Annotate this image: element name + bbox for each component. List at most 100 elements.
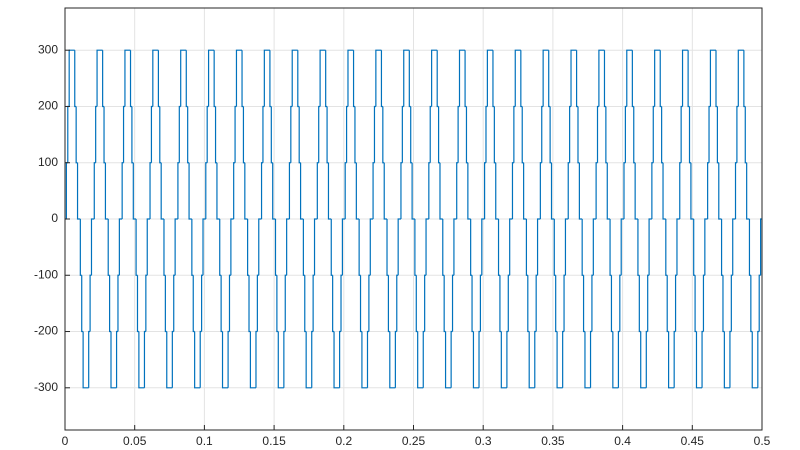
line-step (228, 274, 231, 332)
line-step (521, 106, 524, 164)
line-step (425, 218, 429, 276)
line-step (605, 106, 608, 164)
y-tick-label: -200 (34, 324, 58, 338)
line-step (375, 49, 382, 107)
line-step (523, 162, 527, 220)
line-step (146, 218, 151, 276)
line-step (256, 274, 259, 332)
line-step (387, 275, 390, 333)
line-step (633, 106, 636, 164)
line-step (277, 331, 284, 389)
line-step (542, 49, 549, 107)
line-step (514, 49, 521, 107)
line-step (138, 331, 145, 389)
line-step (411, 162, 415, 220)
line-step (166, 331, 173, 389)
line-step (396, 274, 399, 332)
line-step (513, 105, 516, 163)
line-step (159, 106, 162, 164)
line-step (744, 106, 747, 164)
line-step (535, 274, 538, 332)
line-step (555, 275, 558, 333)
line-step (556, 331, 563, 389)
line-step (230, 218, 234, 276)
line-step (178, 105, 181, 163)
line-step (318, 105, 321, 163)
line-step (722, 275, 725, 333)
line-step (359, 275, 362, 333)
line-step (270, 106, 273, 164)
line-step (709, 49, 716, 107)
line-step (681, 49, 689, 107)
line-step (333, 331, 340, 389)
x-tick-label: 0.1 (196, 434, 213, 448)
line-step (262, 105, 265, 163)
line-step (242, 106, 245, 164)
line-step (676, 218, 680, 276)
line-step (221, 331, 229, 389)
x-tick-label: 0 (62, 434, 69, 448)
line-step (751, 331, 758, 389)
line-step (472, 331, 480, 389)
line-step (286, 218, 290, 276)
line-step (708, 105, 711, 163)
line-step (638, 275, 641, 333)
line-step (736, 105, 739, 163)
line-step (290, 105, 293, 163)
line-step (458, 49, 466, 107)
tick-labels: 0 0.05 0.1 0.15 0.2 0.25 0.3 0.35 0.4 0.45 0.5 -300… (34, 42, 771, 448)
line-step (173, 274, 176, 332)
y-tick-label: 200 (38, 99, 58, 113)
line-step (187, 106, 190, 164)
x-tick-label: 0.2 (335, 434, 352, 448)
line-step (485, 105, 488, 163)
line-step (291, 49, 298, 107)
line-step (248, 275, 251, 333)
line-step (122, 105, 125, 163)
line-step (758, 274, 761, 332)
line-step (304, 275, 307, 333)
line-step (596, 105, 599, 163)
line-step (652, 105, 655, 163)
line-step (626, 49, 633, 107)
line-step (361, 331, 368, 389)
line-step (690, 162, 694, 220)
line-step (582, 275, 585, 333)
line-step (527, 275, 530, 333)
line-step (103, 106, 106, 164)
line-step (500, 331, 507, 389)
line-step (202, 218, 206, 276)
line-step (661, 106, 664, 164)
line-step (258, 218, 262, 276)
line-step (550, 162, 555, 220)
line-step (298, 106, 301, 164)
line-step (620, 218, 624, 276)
x-tick-label: 0.3 (475, 434, 492, 448)
line-step (131, 106, 134, 164)
line-step (341, 218, 346, 276)
line-step (152, 49, 159, 107)
line-step (431, 49, 438, 107)
line-step (437, 106, 440, 164)
line-step (95, 105, 98, 163)
line-step (75, 106, 78, 164)
line-step (694, 275, 697, 333)
line-step (90, 218, 95, 276)
line-step (340, 274, 343, 332)
line-step (680, 105, 683, 163)
line-step (444, 331, 452, 389)
line-step (110, 331, 117, 389)
line-step (194, 331, 201, 389)
line-step (201, 274, 204, 332)
line-step (648, 218, 652, 276)
x-tick-label: 0.45 (681, 434, 705, 448)
line-step (606, 162, 611, 220)
line-step (132, 162, 137, 220)
line-step (355, 162, 360, 220)
line-step (732, 218, 736, 276)
line-step (737, 49, 744, 107)
line-step (439, 162, 443, 220)
line-step (104, 162, 109, 220)
line-step (610, 275, 613, 333)
line-step (150, 105, 153, 163)
